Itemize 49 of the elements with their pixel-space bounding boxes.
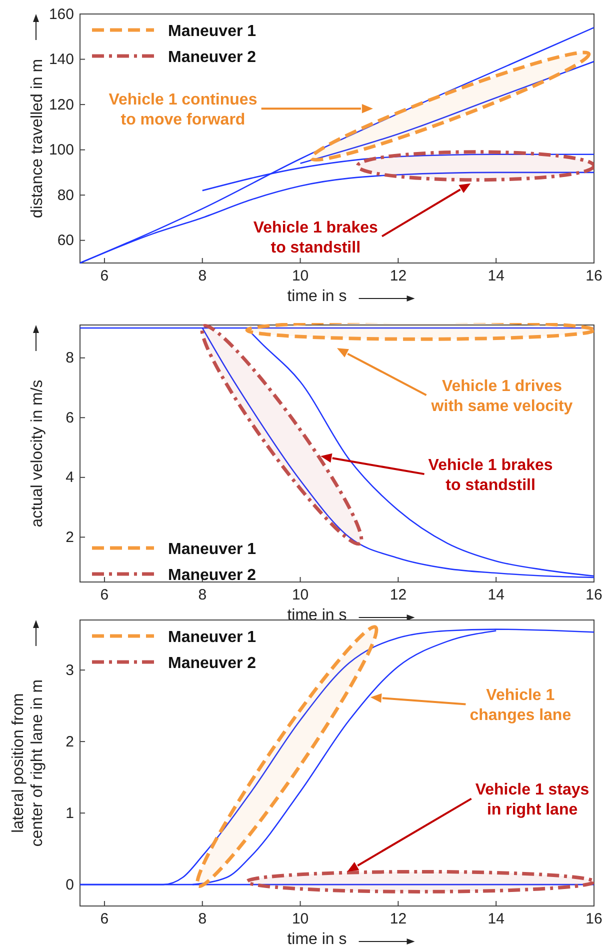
y-axis-title: distance travelled in m — [29, 58, 46, 218]
y-tick-label: 8 — [66, 350, 74, 367]
y-axis-title: actual velocity in m/s — [29, 380, 46, 528]
annotation: Vehicle 1 brakes to standstill — [253, 219, 378, 256]
x-tick-label: 8 — [198, 268, 207, 285]
x-tick-label: 14 — [488, 910, 504, 928]
annotation: Vehicle 1 drives with same velocity — [430, 378, 573, 416]
x-tick-label: 12 — [390, 910, 407, 928]
y-tick-label: 2 — [66, 528, 74, 546]
x-tick-label: 14 — [488, 586, 504, 604]
y-tick-label: 0 — [66, 876, 74, 894]
x-tick-label: 6 — [100, 910, 109, 928]
x-tick-label: 12 — [390, 586, 407, 604]
x-axis-title: time in s — [287, 931, 347, 947]
y-tick-label: 2 — [66, 733, 74, 750]
x-tick-label: 8 — [198, 586, 207, 604]
x-tick-label: 16 — [586, 268, 602, 285]
annotation: Maneuver 2 — [168, 567, 256, 584]
x-axis-title: time in s — [287, 288, 347, 305]
x-tick-label: 14 — [488, 268, 504, 285]
y-tick-label: 160 — [48, 6, 74, 23]
y-tick-label: 6 — [66, 409, 74, 426]
y-tick-label: 80 — [57, 186, 74, 204]
x-tick-label: 6 — [100, 586, 109, 604]
x-tick-label: 10 — [292, 586, 309, 604]
x-tick-label: 12 — [390, 268, 407, 285]
x-tick-label: 8 — [198, 910, 207, 928]
y-tick-label: 1 — [66, 804, 74, 822]
annotation: Maneuver 2 — [168, 49, 256, 66]
y-tick-label: 3 — [66, 662, 74, 679]
annotation: Vehicle 1 stays in right lane — [475, 782, 590, 819]
y-tick-label: 100 — [48, 142, 74, 159]
annotation: Maneuver 2 — [168, 655, 256, 672]
annotation: Vehicle 1 continues to move forward — [108, 92, 258, 129]
y-tick-label: 4 — [66, 469, 74, 486]
annotation: Maneuver 1 — [168, 23, 256, 40]
annotation: Maneuver 1 — [168, 629, 256, 646]
annotation: Vehicle 1 brakes to standstill — [428, 457, 553, 494]
x-tick-label: 10 — [292, 268, 309, 285]
y-tick-label: 140 — [48, 51, 74, 68]
x-tick-label: 10 — [292, 910, 309, 928]
annotation: Maneuver 1 — [168, 541, 256, 558]
x-tick-label: 16 — [586, 586, 602, 604]
y-tick-label: 60 — [57, 232, 74, 250]
y-tick-label: 120 — [48, 96, 74, 114]
annotation: Vehicle 1 changes lane — [470, 687, 572, 724]
x-tick-label: 6 — [100, 268, 109, 285]
y-axis-title: lateral position from center of right lane in m — [10, 679, 46, 847]
x-tick-label: 16 — [586, 910, 602, 928]
